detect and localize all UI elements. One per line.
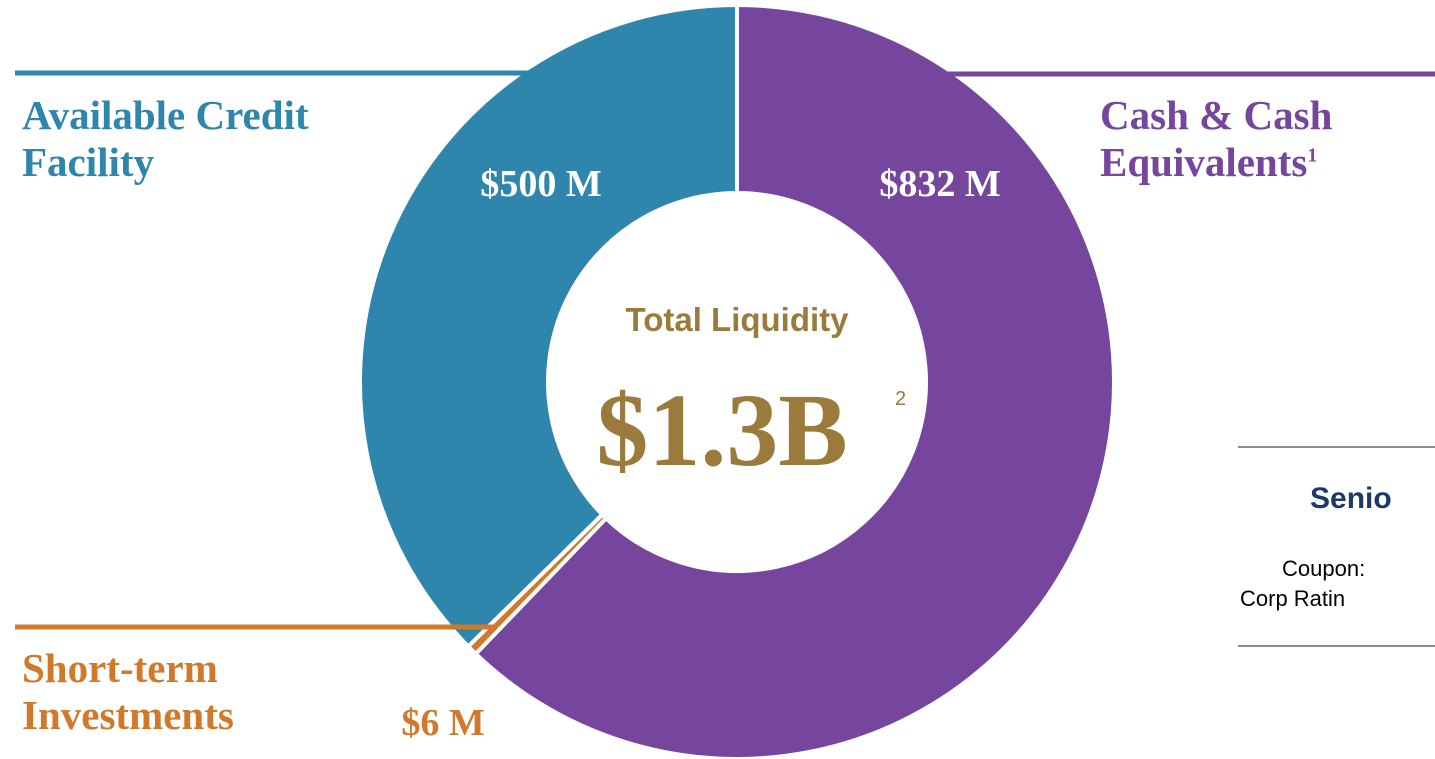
donut-slice (358, 2, 739, 650)
center-value: $1.3B (596, 373, 847, 488)
footnote-mark: 1 (1307, 144, 1318, 167)
category-text: Cash & Cash Equivalents (1100, 92, 1333, 185)
panel-title: Senio (1310, 482, 1392, 515)
category-label: Short-term Investments (22, 645, 342, 739)
center-label: Total Liquidity (625, 301, 849, 338)
value-label: $500 M (480, 163, 601, 205)
value-label: $6 M (401, 702, 484, 744)
category-text: Short-term Investments (22, 645, 234, 738)
category-label: Cash & Cash Equivalents1 (1100, 92, 1435, 186)
panel-line: Coupon: (1282, 556, 1365, 581)
category-label: Available Credit Facility (22, 92, 392, 186)
donut-slice (472, 2, 1116, 759)
value-label: $832 M (879, 163, 1000, 205)
center-footnote: 2 (895, 388, 906, 410)
category-text: Available Credit Facility (22, 92, 309, 185)
panel-line: Corp Ratin (1240, 586, 1345, 611)
